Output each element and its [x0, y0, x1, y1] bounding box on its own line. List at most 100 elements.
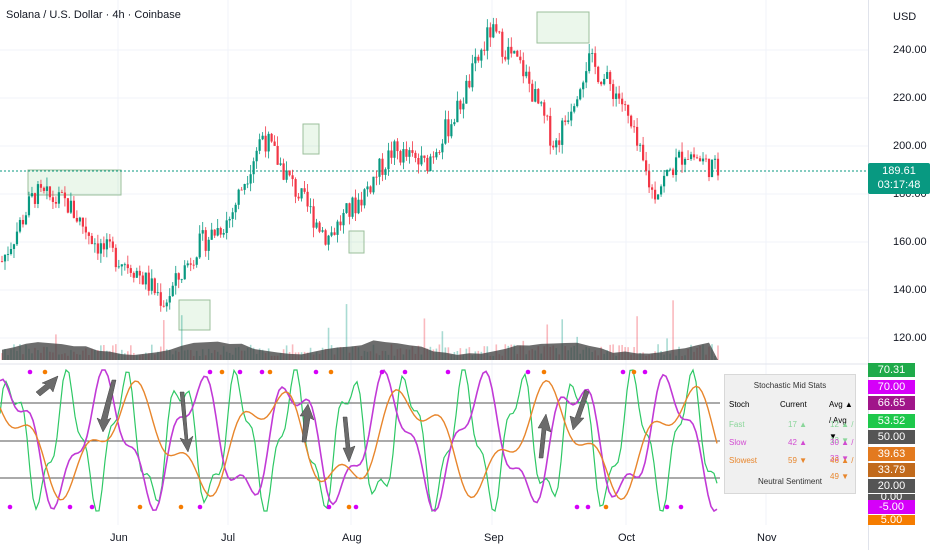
currency-label[interactable]: USD	[893, 11, 917, 23]
candle-body	[171, 285, 174, 297]
candle-body	[54, 201, 58, 204]
arrow-2	[96, 379, 117, 433]
candle-body	[114, 247, 117, 268]
candle-body	[585, 71, 588, 83]
candle-body	[39, 184, 43, 188]
candle-body	[45, 186, 49, 191]
candle-body	[495, 24, 498, 32]
bar-countdown: 03:17:48	[877, 179, 921, 191]
candle-body	[483, 49, 486, 51]
candle-body	[507, 46, 510, 60]
candle-body	[135, 270, 138, 278]
stats-header-stoch: Stoch	[729, 400, 750, 409]
volume-bar	[657, 344, 659, 360]
candle-body	[192, 264, 195, 266]
signal-dots	[7, 369, 684, 510]
candle-body	[369, 186, 372, 193]
candle-body	[417, 157, 420, 165]
signal-dot-top	[313, 369, 319, 375]
candle-body	[549, 115, 552, 146]
candle-body	[375, 176, 378, 178]
candle-body	[27, 196, 31, 216]
candle-body	[300, 188, 303, 199]
candle-body	[297, 196, 300, 199]
candle-body	[198, 233, 201, 258]
candle-body	[207, 239, 210, 251]
volume-bar	[672, 300, 674, 360]
candle-body	[474, 56, 477, 64]
arrow-1	[35, 375, 59, 397]
candle-body	[303, 188, 306, 192]
candle-body	[189, 263, 192, 265]
signal-dot-bottom	[353, 504, 359, 510]
candle-body	[267, 133, 270, 152]
stats-row-fast: Fast 17 ▲ 12 ▲ / 13 ▼	[725, 417, 855, 445]
candle-body	[519, 56, 522, 61]
indicator-tag: -5.00	[868, 500, 915, 514]
candle-body	[288, 170, 291, 176]
candle-body	[6, 254, 10, 255]
candle-body	[662, 175, 666, 187]
signal-dot-top	[237, 369, 243, 375]
candle-body	[504, 56, 507, 60]
candle-body	[387, 150, 390, 170]
candle-body	[204, 230, 207, 251]
candle-body	[636, 126, 639, 146]
volume-bar	[115, 344, 117, 360]
candle-body	[186, 263, 189, 266]
candle-body	[210, 229, 213, 240]
candle-body	[576, 99, 579, 107]
candle-body	[153, 278, 156, 294]
candle-body	[294, 179, 297, 197]
indicator-tag: 20.00	[868, 479, 915, 493]
price-axis-label: 160.00	[893, 236, 927, 248]
signal-dot-top	[27, 369, 33, 375]
candle-body	[81, 217, 84, 227]
stats-row-slowest: Slowest 59 ▼ 46 ▲ / 49 ▼	[725, 453, 855, 481]
signal-dot-bottom	[664, 504, 670, 510]
price-axis-label: 220.00	[893, 92, 927, 104]
stats-row-slow: Slow 42 ▲ 30 ▲ / 33 ▼	[725, 435, 855, 463]
signal-dot-top	[267, 369, 273, 375]
stats-current: 42 ▲	[788, 438, 808, 447]
candle-body	[471, 63, 474, 88]
candle-body	[156, 292, 159, 294]
candle-body	[231, 212, 234, 219]
candle-body	[683, 158, 687, 165]
candle-body	[261, 135, 264, 140]
indicator-tag: 39.63	[868, 447, 915, 461]
candle-body	[276, 145, 279, 165]
candles	[0, 17, 720, 312]
stats-header-avg: Avg ▲ / Avg ▼	[829, 400, 853, 441]
candle-body	[255, 150, 258, 162]
candle-body	[498, 31, 501, 33]
candle-body	[393, 141, 396, 158]
candle-body	[273, 141, 276, 146]
candle-body	[336, 221, 339, 235]
signal-dot-bottom	[603, 504, 609, 510]
price-axis-label: 240.00	[893, 44, 927, 56]
candle-body	[713, 158, 717, 160]
candle-body	[603, 78, 606, 85]
candle-body	[87, 232, 90, 236]
candle-body	[174, 273, 177, 286]
volume-bar	[423, 318, 426, 360]
candle-body	[600, 81, 603, 85]
candle-body	[117, 266, 120, 268]
candle-body	[621, 98, 624, 105]
volume-bar	[285, 345, 288, 360]
candle-body	[216, 228, 219, 236]
candle-body	[243, 184, 246, 190]
candle-body	[426, 157, 429, 171]
candle-body	[84, 226, 87, 233]
slow-stoch-line	[0, 369, 718, 513]
candle-body	[525, 71, 528, 77]
candle-body	[339, 221, 342, 226]
indicator-tag: 0.00	[868, 494, 915, 500]
candle-body	[528, 71, 531, 84]
candle-body	[129, 268, 132, 273]
candle-body	[348, 203, 351, 217]
candle-body	[546, 115, 549, 117]
candle-body	[168, 296, 171, 303]
